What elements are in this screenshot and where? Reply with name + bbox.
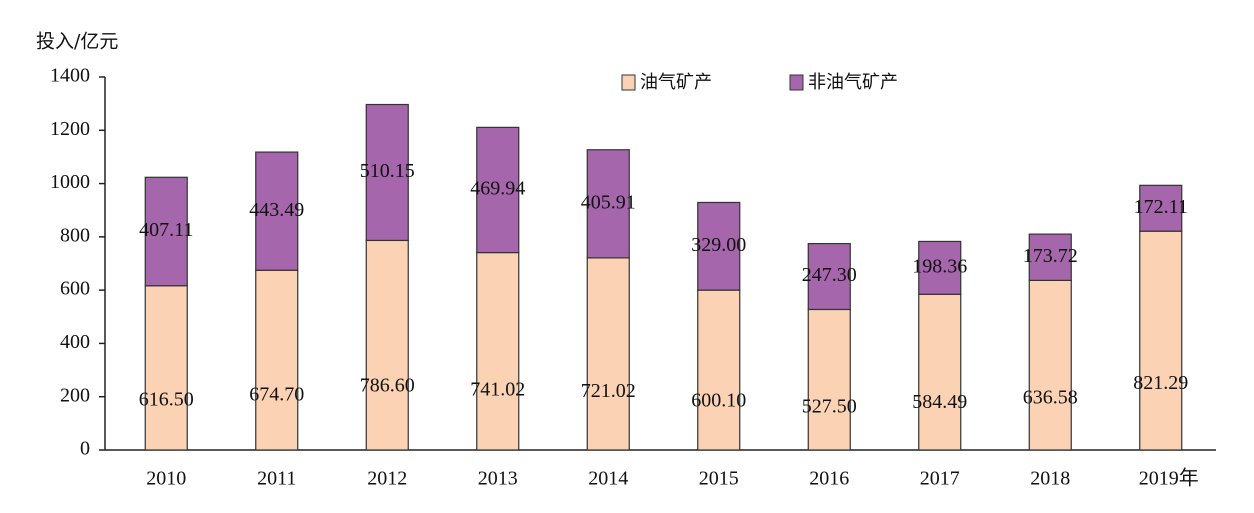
legend-swatch <box>621 74 636 91</box>
bar-segment <box>1028 233 1072 281</box>
x-tick-label: 2015 <box>699 468 739 490</box>
bar-segment <box>144 176 188 287</box>
y-tick-label: 1400 <box>50 65 90 87</box>
bar-segment <box>365 239 409 451</box>
bar-segment <box>476 126 520 254</box>
bar-segment <box>586 149 630 259</box>
value-label: 786.60 <box>360 375 415 397</box>
bar-segment <box>365 103 409 242</box>
legend-swatch <box>789 74 804 91</box>
bar-segment <box>918 240 962 295</box>
bar-segment <box>255 151 299 271</box>
bar-segment <box>697 289 741 451</box>
value-label: 741.02 <box>470 378 525 400</box>
bar-segment <box>697 201 741 291</box>
value-label: 173.72 <box>1023 245 1078 267</box>
value-label: 600.10 <box>691 390 746 412</box>
x-tick-label: 2014 <box>588 468 628 490</box>
bar-segment <box>918 293 962 451</box>
bar-segment <box>1139 230 1183 451</box>
bar-segment <box>1139 184 1183 232</box>
value-label: 443.49 <box>249 199 304 221</box>
y-tick-label: 400 <box>60 331 90 353</box>
bar-segment <box>807 308 851 451</box>
y-tick-label: 1000 <box>50 171 90 193</box>
bar-segment <box>476 251 520 451</box>
x-tick-label: 2018 <box>1030 468 1070 490</box>
value-label: 329.00 <box>691 234 746 256</box>
x-tick-label: 2011 <box>257 468 296 490</box>
bar-segment <box>255 269 299 451</box>
legend-label: 非油气矿产 <box>808 72 898 93</box>
value-label: 407.11 <box>139 219 193 241</box>
value-label: 721.02 <box>581 380 636 402</box>
bar-segment <box>1028 279 1072 451</box>
value-label: 821.29 <box>1133 372 1188 394</box>
value-label: 636.58 <box>1023 387 1078 409</box>
x-tick-label: 2017 <box>920 468 960 490</box>
y-tick-label: 0 <box>80 438 90 460</box>
y-tick-label: 1200 <box>50 118 90 140</box>
value-label: 198.36 <box>912 255 967 277</box>
x-tick-label: 2010 <box>146 468 186 490</box>
value-label: 510.15 <box>360 160 415 182</box>
bar-segment <box>144 285 188 451</box>
y-tick-label: 800 <box>60 224 90 246</box>
value-label: 584.49 <box>912 391 967 413</box>
x-tick-label: 2016 <box>809 468 849 490</box>
value-label: 469.94 <box>470 178 525 200</box>
y-axis-title: 投入/亿元 <box>36 31 118 53</box>
bar-segment <box>807 242 851 311</box>
value-label: 616.50 <box>139 388 194 410</box>
y-tick-label: 200 <box>60 384 90 406</box>
legend-label: 油气矿产 <box>640 72 712 93</box>
value-label: 247.30 <box>802 264 857 286</box>
value-label: 527.50 <box>802 395 857 417</box>
x-tick-label: 2013 <box>478 468 518 490</box>
y-tick-label: 600 <box>60 278 90 300</box>
value-label: 172.11 <box>1134 196 1188 218</box>
value-label: 674.70 <box>249 384 304 406</box>
x-tick-label: 2012 <box>367 468 407 490</box>
x-tick-label: 2019年 <box>1139 467 1199 490</box>
value-label: 405.91 <box>581 191 636 213</box>
bar-segment <box>586 257 630 451</box>
